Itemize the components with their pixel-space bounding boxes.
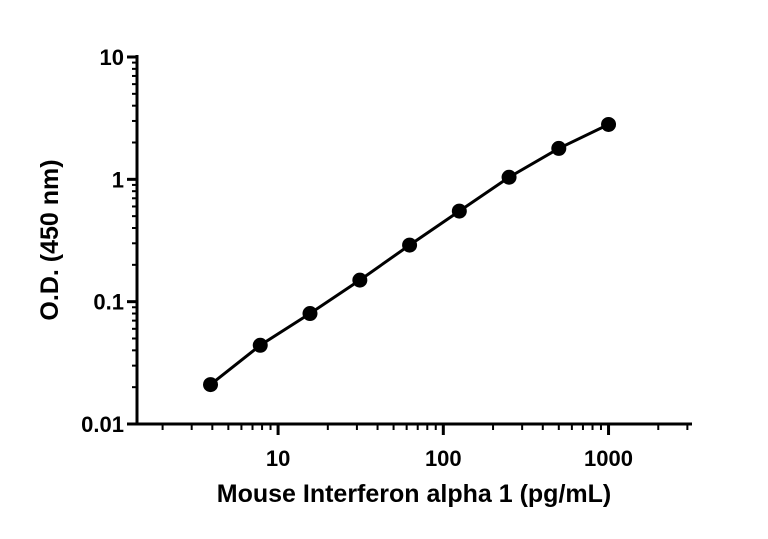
data-point [601,116,617,132]
y-tick-label: 0.1 [93,290,124,315]
data-point [551,140,567,156]
y-tick-label: 0.01 [81,412,124,437]
x-tick-label: 10 [266,446,290,471]
data-point [302,306,318,322]
data-point [451,203,467,219]
x-axis-label: Mouse Interferon alpha 1 (pg/mL) [217,480,611,508]
y-axis-label: O.D. (450 nm) [36,159,64,320]
data-point [402,237,418,253]
x-tick-label: 1000 [584,446,633,471]
data-point [501,169,517,185]
data-point [252,337,268,353]
x-tick-label: 100 [425,446,462,471]
data-point [352,272,368,288]
fit-curve [209,123,610,386]
y-tick-label: 1 [112,167,124,192]
axes: 0.01 0.1 1 10 10 100 1000 [81,45,692,471]
data-point [203,377,219,393]
data-marks [203,116,617,393]
y-tick-label: 10 [100,45,124,70]
